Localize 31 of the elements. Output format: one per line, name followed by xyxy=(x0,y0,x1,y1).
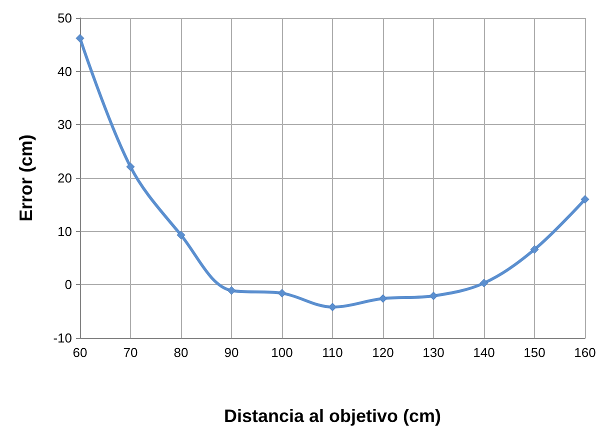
x-tick-label: 120 xyxy=(372,345,394,360)
y-tick-label: 20 xyxy=(58,170,72,186)
y-tick-label: 10 xyxy=(58,224,72,239)
point xyxy=(580,195,590,204)
x-tick-label: 130 xyxy=(422,345,444,360)
x-tick-label: 150 xyxy=(524,345,546,360)
x-tick-label: 100 xyxy=(271,345,293,360)
point xyxy=(126,162,135,172)
point xyxy=(480,278,488,288)
x-tick-label: 60 xyxy=(72,345,88,360)
x-tick-label: 80 xyxy=(174,345,188,360)
x-tick-label: 90 xyxy=(224,345,239,360)
x-tick-label: 70 xyxy=(123,345,138,360)
y-tick-label: -10 xyxy=(53,330,72,346)
x-axis-title: Distancia al objetivo (cm) xyxy=(224,406,442,426)
point xyxy=(278,288,286,298)
y-tick-label: 30 xyxy=(58,117,72,132)
y-tick-label: 0 xyxy=(64,277,72,292)
point xyxy=(176,230,186,240)
x-tick-label: 110 xyxy=(322,345,343,360)
point xyxy=(530,245,539,254)
y-axis-title: Error (cm) xyxy=(16,134,36,222)
point xyxy=(429,292,438,300)
point xyxy=(378,294,388,303)
x-tick-label: 160 xyxy=(574,345,596,360)
y-tick-label: 50 xyxy=(58,10,72,26)
point xyxy=(227,286,236,295)
point xyxy=(76,34,84,43)
y-tick-label: 40 xyxy=(58,64,72,79)
point xyxy=(328,302,337,312)
x-tick-label: 140 xyxy=(473,345,495,360)
